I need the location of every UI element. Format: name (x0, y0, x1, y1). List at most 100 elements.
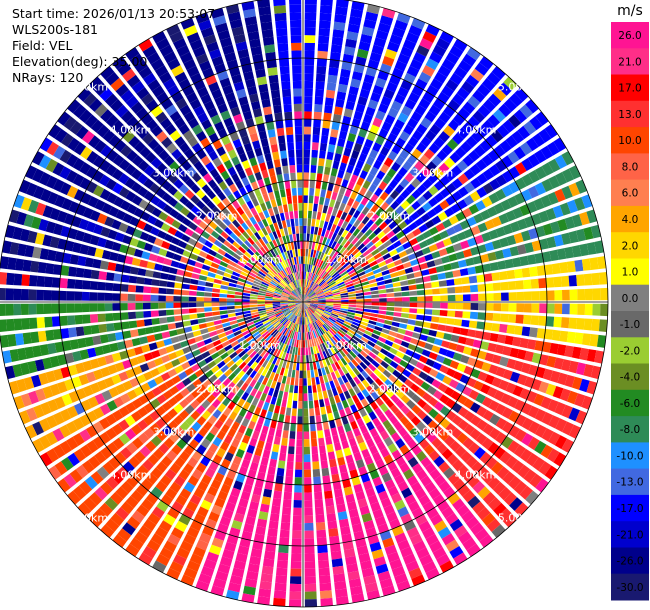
ray-cell (247, 237, 255, 245)
ray-cell (271, 279, 279, 286)
ray-cell (119, 244, 129, 254)
ray-cell (272, 206, 279, 215)
ray-cell (339, 340, 346, 348)
ray-cell (160, 222, 171, 232)
ray-cell (330, 371, 337, 381)
ray-cell (395, 155, 406, 166)
ray-cell (394, 532, 407, 544)
ray-cell (288, 303, 296, 306)
ray-cell (507, 440, 520, 454)
ray-cell (100, 66, 115, 80)
ray-cell (323, 288, 331, 293)
ray-cell (503, 492, 518, 506)
ray-cell (470, 68, 484, 82)
ray-cell (200, 27, 215, 38)
ray-cell (251, 164, 260, 174)
ray-cell (447, 302, 456, 310)
ray-cell (380, 96, 392, 107)
ray-cell (250, 388, 258, 397)
ray-cell (131, 257, 141, 267)
ray-cell (286, 312, 293, 319)
ray-cell (303, 294, 304, 302)
ray-cell (566, 260, 576, 273)
ray-cell (422, 321, 431, 329)
ray-cell (52, 162, 65, 176)
ray-cell (222, 84, 234, 96)
ray-cell (265, 394, 272, 404)
colorbar-swatch (611, 363, 649, 391)
ray-cell (87, 396, 99, 408)
ray-cell (279, 228, 285, 237)
ray-cell (291, 42, 302, 51)
ray-cell (249, 296, 258, 300)
ray-cell (290, 314, 296, 322)
ray-cell (329, 458, 337, 468)
ray-cell (517, 464, 531, 479)
ray-cell (393, 312, 402, 317)
ray-cell (94, 508, 108, 522)
ray-cell (327, 520, 338, 530)
ray-cell (549, 249, 559, 262)
ray-cell (307, 324, 311, 332)
ray-cell (277, 272, 284, 280)
ray-cell (316, 58, 327, 67)
ray-cell (568, 165, 581, 180)
ray-cell (13, 288, 22, 301)
ray-cell (461, 80, 475, 94)
ray-cell (117, 466, 130, 479)
ray-cell (363, 113, 373, 124)
ray-cell (263, 385, 270, 395)
ray-cell (326, 255, 332, 264)
ray-cell (318, 269, 324, 277)
ray-cell (264, 44, 276, 54)
ray-cell (184, 228, 194, 237)
ray-cell (267, 345, 274, 353)
ray-cell (348, 207, 356, 216)
ray-cell (61, 198, 73, 211)
ray-cell (272, 300, 281, 302)
ray-cell (111, 119, 124, 133)
ray-cell (56, 381, 68, 394)
ray-cell (397, 166, 408, 177)
ray-cell (272, 304, 281, 307)
ray-cell (181, 314, 190, 321)
ray-cell (181, 234, 191, 243)
ray-cell (171, 237, 181, 246)
ray-cell (13, 318, 23, 331)
ray-cell (174, 282, 183, 289)
ray-cell (499, 271, 508, 281)
ray-cell (211, 206, 221, 216)
ray-cell (383, 239, 393, 248)
ray-cell (303, 302, 305, 310)
ray-cell (239, 257, 248, 265)
ray-cell (348, 86, 359, 96)
ray-cell (370, 286, 379, 291)
ray-cell (187, 338, 196, 345)
ray-cell (325, 294, 333, 298)
ray-cell (254, 188, 262, 198)
ray-cell (267, 466, 276, 475)
ray-cell (348, 294, 356, 297)
ray-cell (274, 255, 280, 264)
ray-cell (524, 242, 534, 254)
ray-cell (394, 215, 404, 225)
ray-cell (73, 485, 87, 500)
ray-cell (523, 303, 532, 313)
ray-cell (230, 106, 241, 117)
ray-cell (420, 381, 431, 391)
ray-cell (330, 550, 342, 560)
ray-cell (151, 279, 160, 286)
ray-cell (469, 190, 481, 202)
ray-cell (238, 246, 246, 254)
ray-cell (196, 462, 207, 474)
ray-cell (92, 421, 104, 434)
ray-cell (297, 355, 300, 363)
ray-cell (241, 203, 250, 213)
ray-cell (363, 308, 372, 313)
ray-cell (322, 421, 330, 430)
ray-cell (355, 292, 364, 297)
ray-cell (186, 500, 198, 512)
ray-cell (287, 284, 294, 291)
ray-cell (394, 474, 405, 485)
ray-cell (306, 308, 311, 316)
